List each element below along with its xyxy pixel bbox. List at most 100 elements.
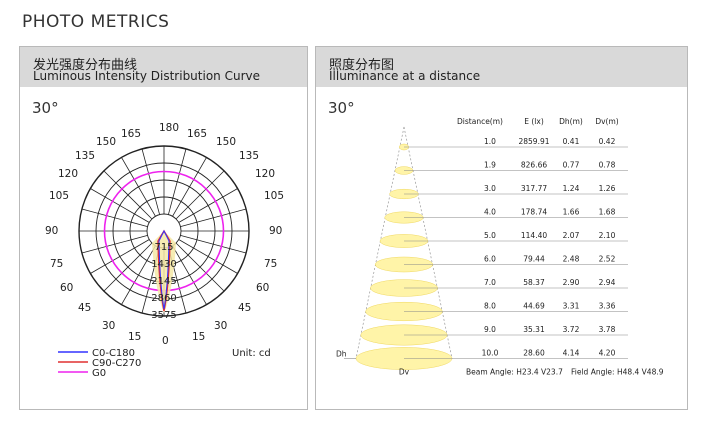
row-dh: 3.31 — [563, 302, 580, 311]
intensity-distribution-panel: 发光强度分布曲线 Luminous Intensity Distribution… — [19, 46, 308, 410]
row-dh: 0.41 — [563, 137, 580, 146]
row-dh: 2.07 — [563, 231, 580, 240]
illuminance-title-en: Illuminance at a distance — [329, 69, 481, 83]
polar-angle-label: 150 — [96, 136, 116, 148]
row-dv: 3.36 — [599, 302, 616, 311]
row-dh: 1.24 — [563, 184, 580, 193]
row-dv: 0.42 — [599, 137, 616, 146]
polar-angle-label: 15 — [192, 331, 205, 343]
polar-angle-label: 105 — [49, 190, 69, 202]
row-dh: 2.90 — [563, 278, 580, 287]
polar-spoke — [81, 235, 148, 254]
polar-spoke — [172, 245, 207, 305]
row-distance: 1.9 — [484, 161, 496, 170]
polar-spoke — [180, 235, 247, 254]
table-header: Distance(m) — [457, 117, 503, 126]
polar-angle-label: 60 — [60, 282, 73, 294]
polar-radial-label: 1430 — [151, 259, 176, 270]
row-illuminance: 28.60 — [523, 349, 545, 358]
row-dv: 2.94 — [599, 278, 616, 287]
cone-edge-left — [355, 126, 405, 359]
row-illuminance: 79.44 — [523, 255, 545, 264]
row-illuminance: 826.66 — [521, 161, 547, 170]
c90-c270-curve — [157, 229, 171, 312]
row-illuminance: 35.31 — [523, 325, 545, 334]
field-angle-text: Field Angle: H48.4 V48.9 — [571, 368, 664, 377]
polar-angle-label: 165 — [187, 128, 207, 140]
intensity-beam-angle: 30° — [32, 99, 59, 117]
polar-angle-label: 120 — [255, 168, 275, 180]
legend-label: G0 — [92, 368, 106, 379]
row-dv: 1.26 — [599, 184, 616, 193]
row-dh: 3.72 — [563, 325, 580, 334]
legend-label: C90-C270 — [92, 358, 141, 369]
polar-angle-label: 105 — [264, 190, 284, 202]
polar-spoke — [81, 208, 148, 227]
intensity-panel-header: 发光强度分布曲线 Luminous Intensity Distribution… — [20, 47, 307, 87]
polar-angle-label: 135 — [75, 150, 95, 162]
polar-angle-label: 15 — [128, 331, 141, 343]
polar-spoke — [178, 239, 238, 274]
row-dh: 4.14 — [563, 349, 580, 358]
row-dv: 4.20 — [599, 349, 616, 358]
polar-angle-label: 135 — [239, 150, 259, 162]
polar-spoke — [121, 157, 156, 217]
polar-spoke — [90, 239, 150, 274]
row-dh: 2.48 — [563, 255, 580, 264]
illuminance-beam-angle: 30° — [328, 99, 355, 117]
polar-spoke — [168, 148, 187, 215]
row-illuminance: 44.69 — [523, 302, 545, 311]
polar-spoke — [172, 157, 207, 217]
row-dh: 1.66 — [563, 208, 580, 217]
polar-spoke — [180, 208, 247, 227]
polar-angle-label: 45 — [78, 302, 91, 314]
polar-spoke — [103, 242, 153, 292]
polar-angle-label: 120 — [58, 168, 78, 180]
table-header: Dh(m) — [559, 117, 583, 126]
polar-radial-label: 715 — [154, 242, 173, 253]
intensity-title-en: Luminous Intensity Distribution Curve — [33, 69, 260, 83]
illuminance-panel-header: 照度分布图 Illuminance at a distance — [316, 47, 687, 87]
row-dh: 0.77 — [563, 161, 580, 170]
polar-spoke — [121, 245, 156, 305]
polar-angle-label: 30 — [102, 320, 115, 332]
row-distance: 5.0 — [484, 231, 496, 240]
table-header: Dv(m) — [595, 117, 618, 126]
row-illuminance: 2859.91 — [518, 137, 549, 146]
row-dv: 3.78 — [599, 325, 616, 334]
illuminance-panel: 照度分布图 Illuminance at a distance 30° Dist… — [315, 46, 688, 410]
polar-angle-label: 165 — [121, 128, 141, 140]
polar-radial-label: 3575 — [151, 310, 176, 321]
unit-label: Unit: cd — [232, 348, 271, 359]
row-dv: 0.78 — [599, 161, 616, 170]
row-distance: 3.0 — [484, 184, 496, 193]
intensity-title-cn: 发光强度分布曲线 — [33, 58, 138, 73]
polar-angle-label: 150 — [216, 136, 236, 148]
illuminance-title-cn: 照度分布图 — [329, 58, 395, 73]
polar-spoke — [141, 148, 160, 215]
row-dv: 2.52 — [599, 255, 616, 264]
row-illuminance: 58.37 — [523, 278, 545, 287]
table-header: E (lx) — [524, 117, 544, 126]
polar-angle-label: 30 — [214, 320, 227, 332]
polar-spoke — [175, 170, 225, 220]
row-distance: 10.0 — [482, 349, 499, 358]
row-distance: 9.0 — [484, 325, 496, 334]
cone-edge-right — [403, 126, 453, 359]
beam-angle-text: Beam Angle: H23.4 V23.7 — [466, 368, 563, 377]
dh-label: Dh — [336, 350, 347, 359]
polar-radial-label: 2860 — [151, 293, 176, 304]
polar-angle-label: 90 — [269, 225, 282, 237]
polar-spoke — [178, 188, 238, 223]
legend-label: C0-C180 — [92, 348, 135, 359]
row-distance: 4.0 — [484, 208, 496, 217]
polar-spoke — [103, 170, 153, 220]
row-illuminance: 317.77 — [521, 184, 547, 193]
row-dv: 2.10 — [599, 231, 616, 240]
illuminance-cone-diagram: Distance(m) E (lx) Dh(m) Dv(m) 1.0 2859.91 0.4… — [336, 117, 664, 377]
polar-angle-label: 75 — [50, 258, 63, 270]
polar-angle-label: 45 — [238, 302, 251, 314]
polar-angle-label: 90 — [45, 225, 58, 237]
polar-angle-label: 60 — [256, 282, 269, 294]
